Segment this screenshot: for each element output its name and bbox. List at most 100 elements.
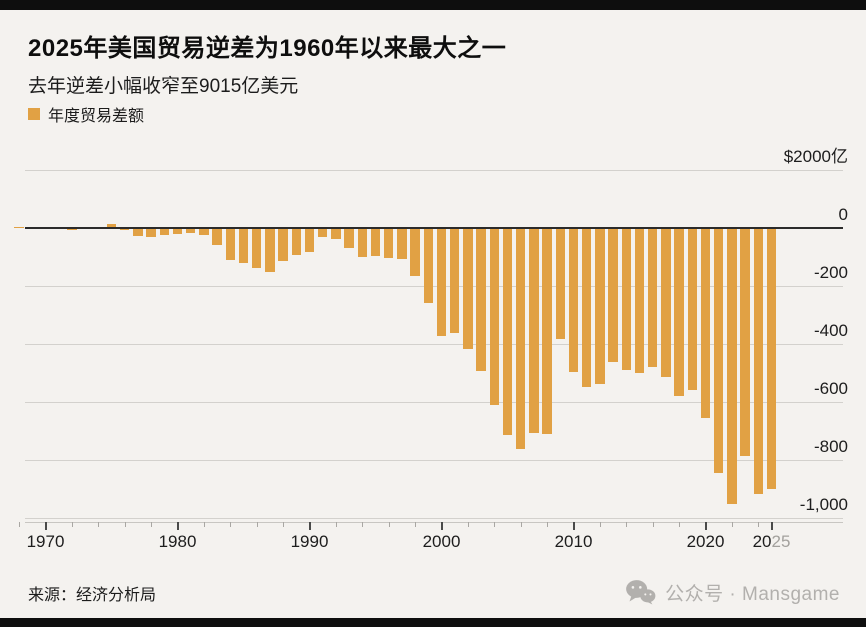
x-minor-tick-1976 [124,522,126,527]
wechat-icon [626,580,656,605]
watermark: 公众号 · Mansgame [625,579,840,605]
x-tick-label-1980: 1980 [158,532,197,551]
x-minor-tick-2024 [758,522,760,527]
x-axis-line [25,522,843,523]
gridline-200 [25,170,843,171]
x-minor-tick-2008 [547,522,549,527]
bar-1992 [331,228,341,240]
x-minor-tick-2006 [520,522,522,527]
bar-2021 [713,228,724,473]
x-tick-1970 [44,522,47,530]
x-tick-label-2010: 2010 [554,532,593,551]
bar-2002 [463,228,473,350]
bar-1982 [199,228,209,235]
bar-1977 [133,228,143,236]
legend: 年度贸易差额 [28,106,144,125]
y-tick-label--800: -800 [813,437,848,456]
bar-1983 [212,228,222,245]
source-note: 来源：经济分析局 [28,587,157,604]
x-tick-1990 [308,522,311,530]
x-minor-tick-1992 [335,522,337,527]
legend-swatch [28,108,40,120]
x-tick-label-2025: 2025 [752,532,791,551]
gridline--1000 [25,518,843,519]
x-minor-tick-1996 [388,522,390,527]
y-tick-label--200: -200 [813,263,848,282]
bar-2022 [727,228,737,504]
bar-2012 [595,228,605,384]
x-minor-tick-1968 [19,522,21,527]
x-minor-tick-2022 [731,522,733,527]
gridline--600 [25,402,843,403]
bar-2003 [476,228,486,372]
bar-2010 [568,228,579,372]
x-tick-2020 [704,522,707,530]
x-minor-tick-2012 [599,522,601,527]
gridline--200 [25,286,843,287]
x-minor-tick-2014 [626,522,628,527]
bar-2011 [581,228,592,388]
bar-1986 [251,228,262,269]
x-minor-tick-1974 [98,522,100,527]
bar-2020 [700,228,711,418]
x-tick-1980 [176,522,179,530]
bar-2016 [647,228,658,368]
bar-1999 [423,228,434,303]
y-tick-label--400: -400 [813,321,848,340]
y-tick-label-200: $2000亿 [783,147,848,166]
x-minor-tick-1982 [203,522,205,527]
x-tick-2025 [770,522,773,530]
bar-2025 [766,228,777,490]
bar-1979 [159,228,170,236]
bar-1993 [344,228,354,249]
bar-1990 [304,228,315,252]
y-tick-label--600: -600 [813,379,848,398]
gridline--400 [25,344,843,345]
bar-2008 [542,228,552,434]
bar-2024 [753,228,764,495]
bar-2007 [529,228,539,433]
bar-1984 [225,228,236,260]
watermark-text: 公众号 · Mansgame [665,583,840,605]
bar-2000 [436,228,447,336]
bar-2005 [502,228,513,436]
bar-1968 [14,227,24,228]
x-minor-tick-1988 [283,522,285,527]
zero-line [25,227,843,229]
x-tick-2010 [572,522,575,530]
x-minor-tick-1986 [256,522,258,527]
bar-1987 [265,228,275,272]
bar-1996 [383,228,394,259]
x-tick-label-1990: 1990 [290,532,329,551]
bar-1998 [410,228,420,277]
x-minor-tick-1984 [230,522,232,527]
bar-1994 [357,228,368,257]
bar-2023 [740,228,750,456]
bar-2014 [621,228,632,371]
x-tick-label-2000: 2000 [422,532,461,551]
bar-2017 [661,228,671,377]
chart-subtitle: 去年逆差小幅收窄至9015亿美元 [28,76,299,97]
bar-1995 [370,228,381,256]
letterbox-top [0,0,866,10]
x-minor-tick-1994 [362,522,364,527]
bar-2009 [555,228,566,340]
x-minor-tick-2018 [679,522,681,527]
x-tick-label-2020: 2020 [686,532,725,551]
bar-1991 [317,228,328,237]
y-tick-label-0: 0 [838,205,848,224]
letterbox-bottom [0,618,866,627]
bar-1989 [291,228,302,255]
bar-1985 [238,228,249,264]
bar-2006 [515,228,526,449]
legend-label: 年度贸易差额 [48,108,145,125]
x-tick-2000 [440,522,443,530]
x-minor-tick-1978 [151,522,153,527]
bar-1997 [397,228,407,260]
x-minor-tick-1972 [71,522,73,527]
bar-1975 [106,224,117,228]
bar-2015 [634,228,645,374]
x-minor-tick-2002 [467,522,469,527]
